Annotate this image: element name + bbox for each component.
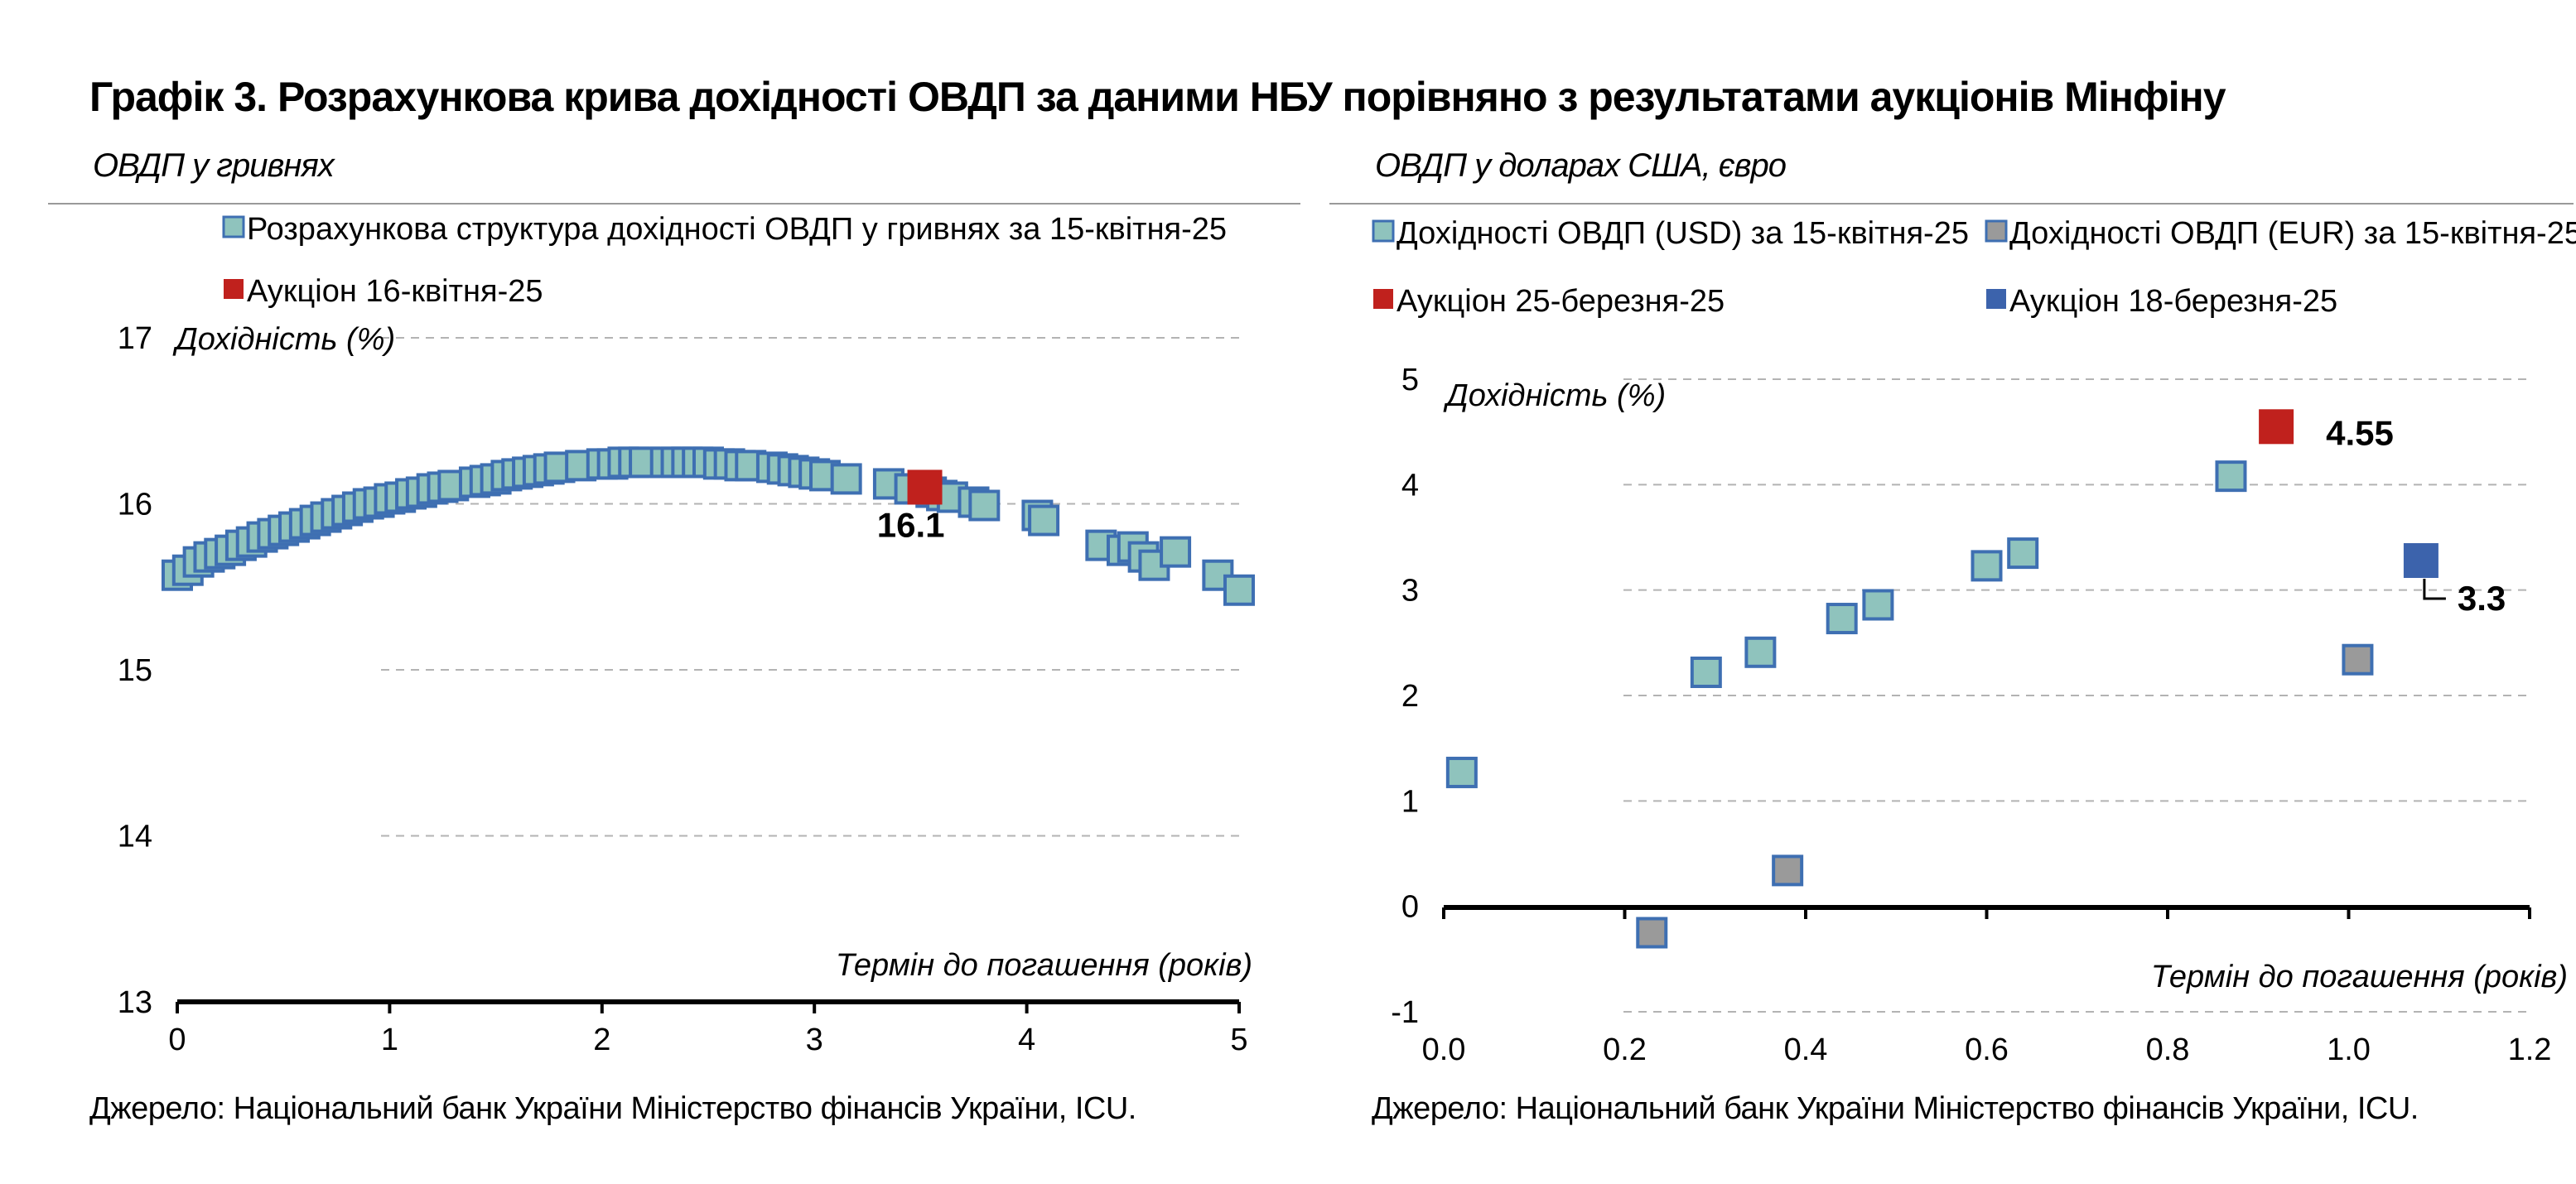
x-tick-label: 4 (1018, 1023, 1035, 1057)
x-tick-label: 0.4 (1784, 1032, 1828, 1067)
data-point-series-1 (1223, 574, 1255, 606)
data-point-series-1 (1028, 504, 1060, 537)
data-point-series-1 (1160, 536, 1192, 568)
right-divider (1329, 203, 2574, 205)
x-axis-title: Термін до погашення (років) (2151, 960, 2568, 994)
y-tick-label: 13 (118, 985, 152, 1020)
x-tick-label: 1.2 (2508, 1032, 2552, 1067)
y-axis-title: Дохідність (%) (1443, 378, 1666, 413)
x-axis-title: Термін до погашення (років) (836, 948, 1252, 983)
data-point-series-1 (1862, 589, 1894, 621)
data-point-series-1 (830, 463, 862, 495)
legend-label: Розрахункова структура дохідності ОВДП у… (247, 212, 1227, 247)
legend-swatch (224, 279, 244, 299)
x-tick-label: 0 (168, 1023, 186, 1057)
data-point-series-1 (1690, 656, 1722, 688)
x-tick-label: 0.0 (1422, 1032, 1466, 1067)
data-point-series-1 (2215, 460, 2247, 493)
data-point-series-2 (907, 469, 943, 505)
legend-label: Аукціон 18-березня-25 (2009, 284, 2337, 319)
legend-swatch (1985, 219, 2008, 243)
y-tick-label: 5 (1401, 363, 1419, 397)
y-tick-label: 0 (1401, 890, 1419, 925)
x-tick-label: 3 (806, 1023, 823, 1057)
data-point-series-1 (1744, 636, 1777, 668)
y-tick-label: 2 (1401, 679, 1419, 714)
legend-label: Аукціон 16-квітня-25 (247, 274, 543, 309)
data-point-series-1 (1971, 550, 2003, 582)
data-label: 16.1 (877, 505, 945, 544)
x-tick-label: 1 (381, 1023, 398, 1057)
legend-label: Аукціон 25-березня-25 (1397, 284, 1725, 319)
chart-1 (162, 215, 1255, 1013)
left-source-note: Джерело: Національний банк України Мініс… (89, 1091, 1136, 1126)
data-point-series-3 (2259, 409, 2294, 445)
data-point-series-1 (968, 489, 1001, 522)
legend-swatch (1373, 289, 1393, 309)
legend-label: Дохідності ОВДП (EUR) за 15-квітня-25 (2009, 216, 2576, 251)
data-label-leader (2423, 579, 2446, 600)
data-point-series-2 (1772, 854, 1804, 887)
x-tick-label: 5 (1230, 1023, 1247, 1057)
y-tick-label: 1 (1401, 784, 1419, 819)
right-source-note: Джерело: Національний банк України Мініс… (1372, 1091, 2419, 1126)
x-tick-label: 0.8 (2146, 1032, 2190, 1067)
x-tick-label: 0.6 (1965, 1032, 2009, 1067)
x-tick-label: 1.0 (2327, 1032, 2371, 1067)
data-label: 4.55 (2326, 413, 2394, 452)
legend-swatch (1372, 219, 1395, 243)
legend-swatch (222, 215, 245, 238)
y-tick-label: 3 (1401, 574, 1419, 609)
page-title: Графік 3. Розрахункова крива дохідності … (89, 74, 2226, 120)
data-point-series-1 (2007, 537, 2039, 570)
y-tick-label: 17 (118, 321, 152, 356)
y-axis-title: Дохідність (%) (172, 322, 395, 357)
y-tick-label: 4 (1401, 468, 1419, 503)
data-point-series-1 (1445, 756, 1478, 788)
legend-label: Дохідності ОВДП (USD) за 15-квітня-25 (1397, 216, 1969, 251)
x-tick-label: 0.2 (1603, 1032, 1647, 1067)
left-chart-subtitle: ОВДП у гривнях (93, 147, 335, 184)
y-tick-label: -1 (1391, 995, 1419, 1030)
data-point-series-2 (1636, 917, 1668, 949)
data-label: 3.3 (2458, 579, 2506, 618)
x-tick-label: 2 (593, 1023, 610, 1057)
data-point-series-1 (1826, 603, 1858, 635)
data-point-series-2 (2342, 643, 2374, 676)
right-chart-subtitle: ОВДП у доларах США, євро (1375, 147, 1787, 184)
left-divider (48, 203, 1300, 205)
y-tick-label: 15 (118, 653, 152, 688)
y-tick-label: 14 (118, 820, 152, 854)
data-point-series-4 (2403, 543, 2439, 579)
y-tick-label: 16 (118, 488, 152, 522)
legend-swatch (1986, 289, 2006, 309)
chart-2 (1372, 219, 2531, 1013)
